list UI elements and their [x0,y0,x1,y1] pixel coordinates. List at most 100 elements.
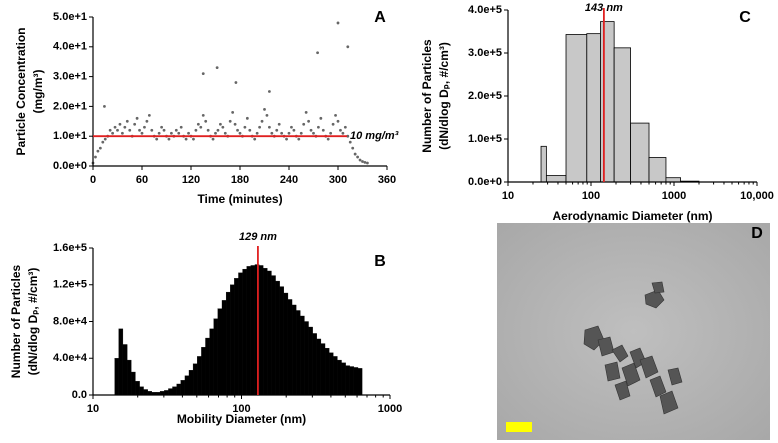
point [192,137,195,141]
bar [238,272,243,396]
bar [230,284,235,396]
bar [630,122,650,183]
x-tick-label: 0 [90,174,96,186]
point [236,128,239,132]
point [125,119,129,123]
bar [600,21,615,183]
point [94,155,97,159]
point [216,128,220,132]
point [348,140,352,144]
bar [271,275,276,396]
y-tick-label: 4.0e+1 [53,41,87,53]
x-tick-label: 60 [136,174,148,186]
tem-image: D [497,223,770,440]
y-tick-label: 3.0e+1 [53,71,87,83]
bar [135,381,140,396]
point [356,155,359,159]
bar [122,344,128,396]
point [201,72,205,76]
scale-bar [506,422,532,432]
point [187,131,190,135]
panel-letter: C [739,9,751,26]
point [329,131,333,135]
point [214,131,217,135]
point [243,125,247,129]
y-axis-title: (dN/dlog Dₚ, #/cm³) [437,42,451,150]
point [219,122,222,126]
bar [275,280,280,396]
point [233,122,237,126]
x-tick-label: 100 [582,190,600,202]
bar [324,347,330,396]
particles [583,281,683,415]
bar [320,343,326,396]
bar [565,34,588,183]
point [103,137,107,141]
point [113,125,117,129]
point [215,66,219,70]
point [199,125,203,129]
point [339,128,342,132]
point [211,137,215,141]
bar [114,358,119,396]
reference-label: 143 nm [585,2,623,14]
bar [329,352,334,396]
y-axis-title: Particle Concentration [14,27,28,155]
x-tick-label: 120 [182,174,200,186]
point [228,119,232,123]
point [363,161,367,164]
bar [209,328,214,396]
x-tick-label: 10 [502,190,514,202]
bar [164,390,169,396]
y-tick-label: 1.2e+5 [53,279,87,291]
panel-letter: A [374,9,386,26]
y-tick-label: 2.0e+1 [53,100,87,112]
y-tick-label: 0.0e+0 [53,160,87,172]
bar [192,363,198,396]
y-tick-label: 2.0e+5 [468,90,502,102]
bar [180,380,186,396]
bar [176,383,181,396]
point [174,128,178,132]
bar [217,308,223,396]
point [194,128,198,132]
bar [337,359,342,396]
y-tick-label: 1.0e+1 [53,130,87,142]
y-axis-title: (dN/dlog Dₚ, #/cm³) [26,268,40,376]
point [292,128,296,132]
point [221,125,225,129]
point [297,137,301,141]
point [138,128,141,132]
point [321,128,325,132]
bar [258,265,264,396]
bar [545,175,567,183]
point [135,116,139,120]
point [326,137,330,141]
point [140,131,144,135]
bar [213,318,218,396]
point [160,125,164,129]
bar [168,388,173,396]
y-tick-label: 0.0e+0 [468,176,502,188]
bar [540,145,547,183]
bar [333,356,338,396]
bar [304,321,309,396]
reference-label: 10 mg/m³ [350,130,399,142]
bar [188,370,194,396]
point [285,137,288,141]
point [121,131,124,135]
y-tick-label: 0.0 [72,389,87,401]
point [268,90,271,93]
point [179,125,183,129]
point [341,131,345,135]
point [353,152,357,156]
point [98,146,102,150]
bar [127,359,132,396]
y-tick-label: 1.6e+5 [53,242,87,254]
point [157,131,161,135]
bar [184,375,190,396]
point [103,105,106,108]
point [238,131,242,135]
bar [296,310,301,396]
